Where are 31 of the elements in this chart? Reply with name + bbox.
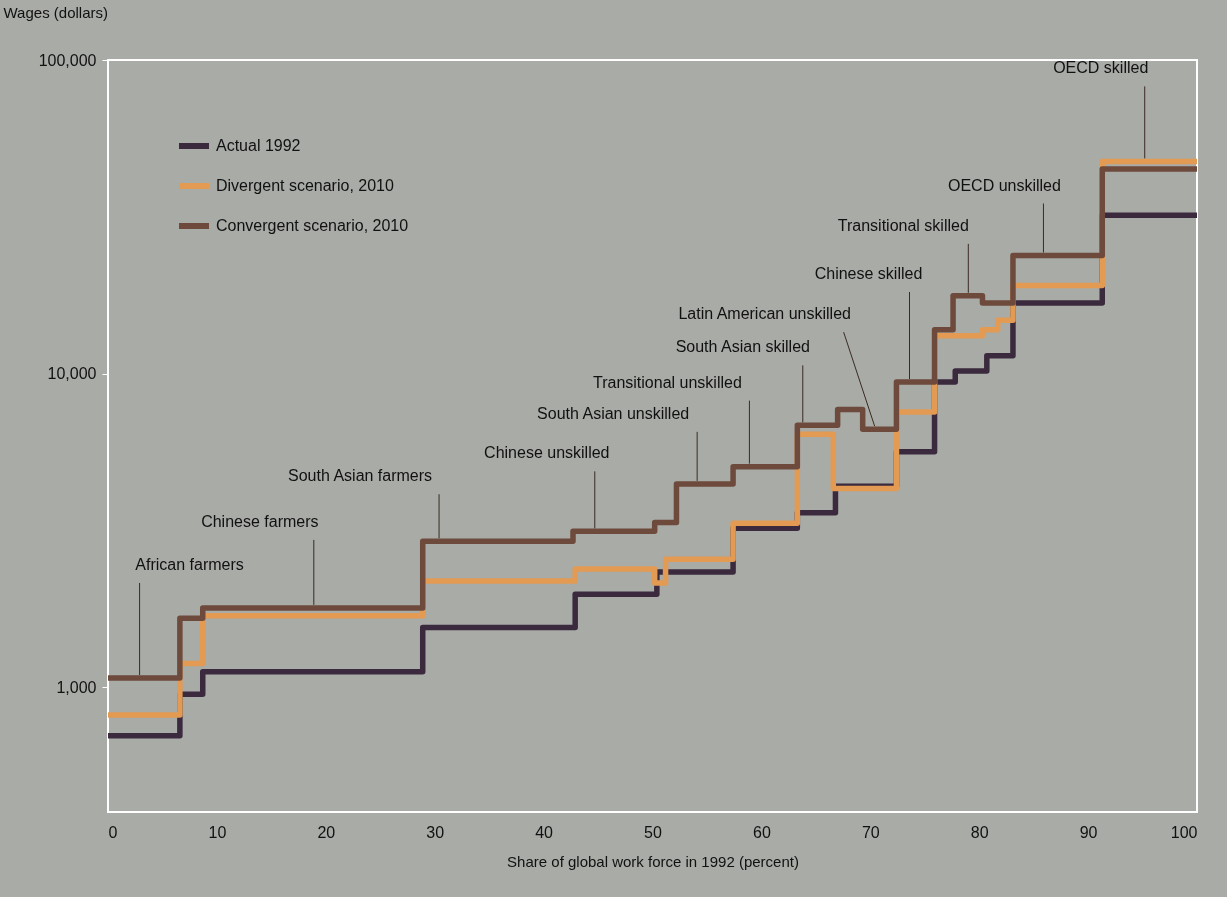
x-tick-label: 50: [644, 823, 662, 841]
y-tick-label: 100,000: [38, 51, 97, 69]
x-axis-title: Share of global work force in 1992 (percent): [507, 852, 799, 870]
x-tick-label: 40: [535, 823, 554, 841]
annotation: South Asian skilled: [675, 338, 810, 356]
legend-label: Divergent scenario, 2010: [216, 177, 394, 194]
x-tick-label: 90: [1079, 823, 1098, 841]
x-tick-label: 100: [1170, 823, 1198, 841]
x-tick-label: 30: [426, 823, 445, 841]
annotation: African farmers: [135, 555, 244, 573]
y-axis-title: Wages (dollars): [3, 3, 108, 21]
x-tick-label: 0: [108, 823, 118, 841]
annotation: South Asian farmers: [288, 467, 433, 485]
x-tick-label: 10: [208, 823, 227, 841]
x-tick-label: 60: [753, 823, 771, 841]
annotation: OECD skilled: [1053, 59, 1149, 77]
annotation: Chinese unskilled: [484, 444, 610, 462]
x-tick-label: 80: [970, 823, 989, 841]
annotation: OECD unskilled: [947, 176, 1061, 194]
x-tick-label: 20: [317, 823, 336, 841]
annotation: Transitional unskilled: [593, 373, 742, 391]
annotation: Transitional skilled: [837, 216, 969, 234]
annotation: Latin American unskilled: [678, 305, 851, 323]
x-tick-label: 70: [861, 823, 880, 841]
legend-label: Actual 1992: [216, 137, 301, 154]
annotation: Chinese skilled: [814, 265, 923, 283]
annotation: South Asian unskilled: [537, 404, 690, 422]
y-tick-label: 1,000: [56, 678, 97, 696]
legend-label: Convergent scenario, 2010: [216, 217, 409, 234]
y-tick-label: 10,000: [47, 365, 97, 383]
annotation: Chinese farmers: [201, 512, 319, 530]
